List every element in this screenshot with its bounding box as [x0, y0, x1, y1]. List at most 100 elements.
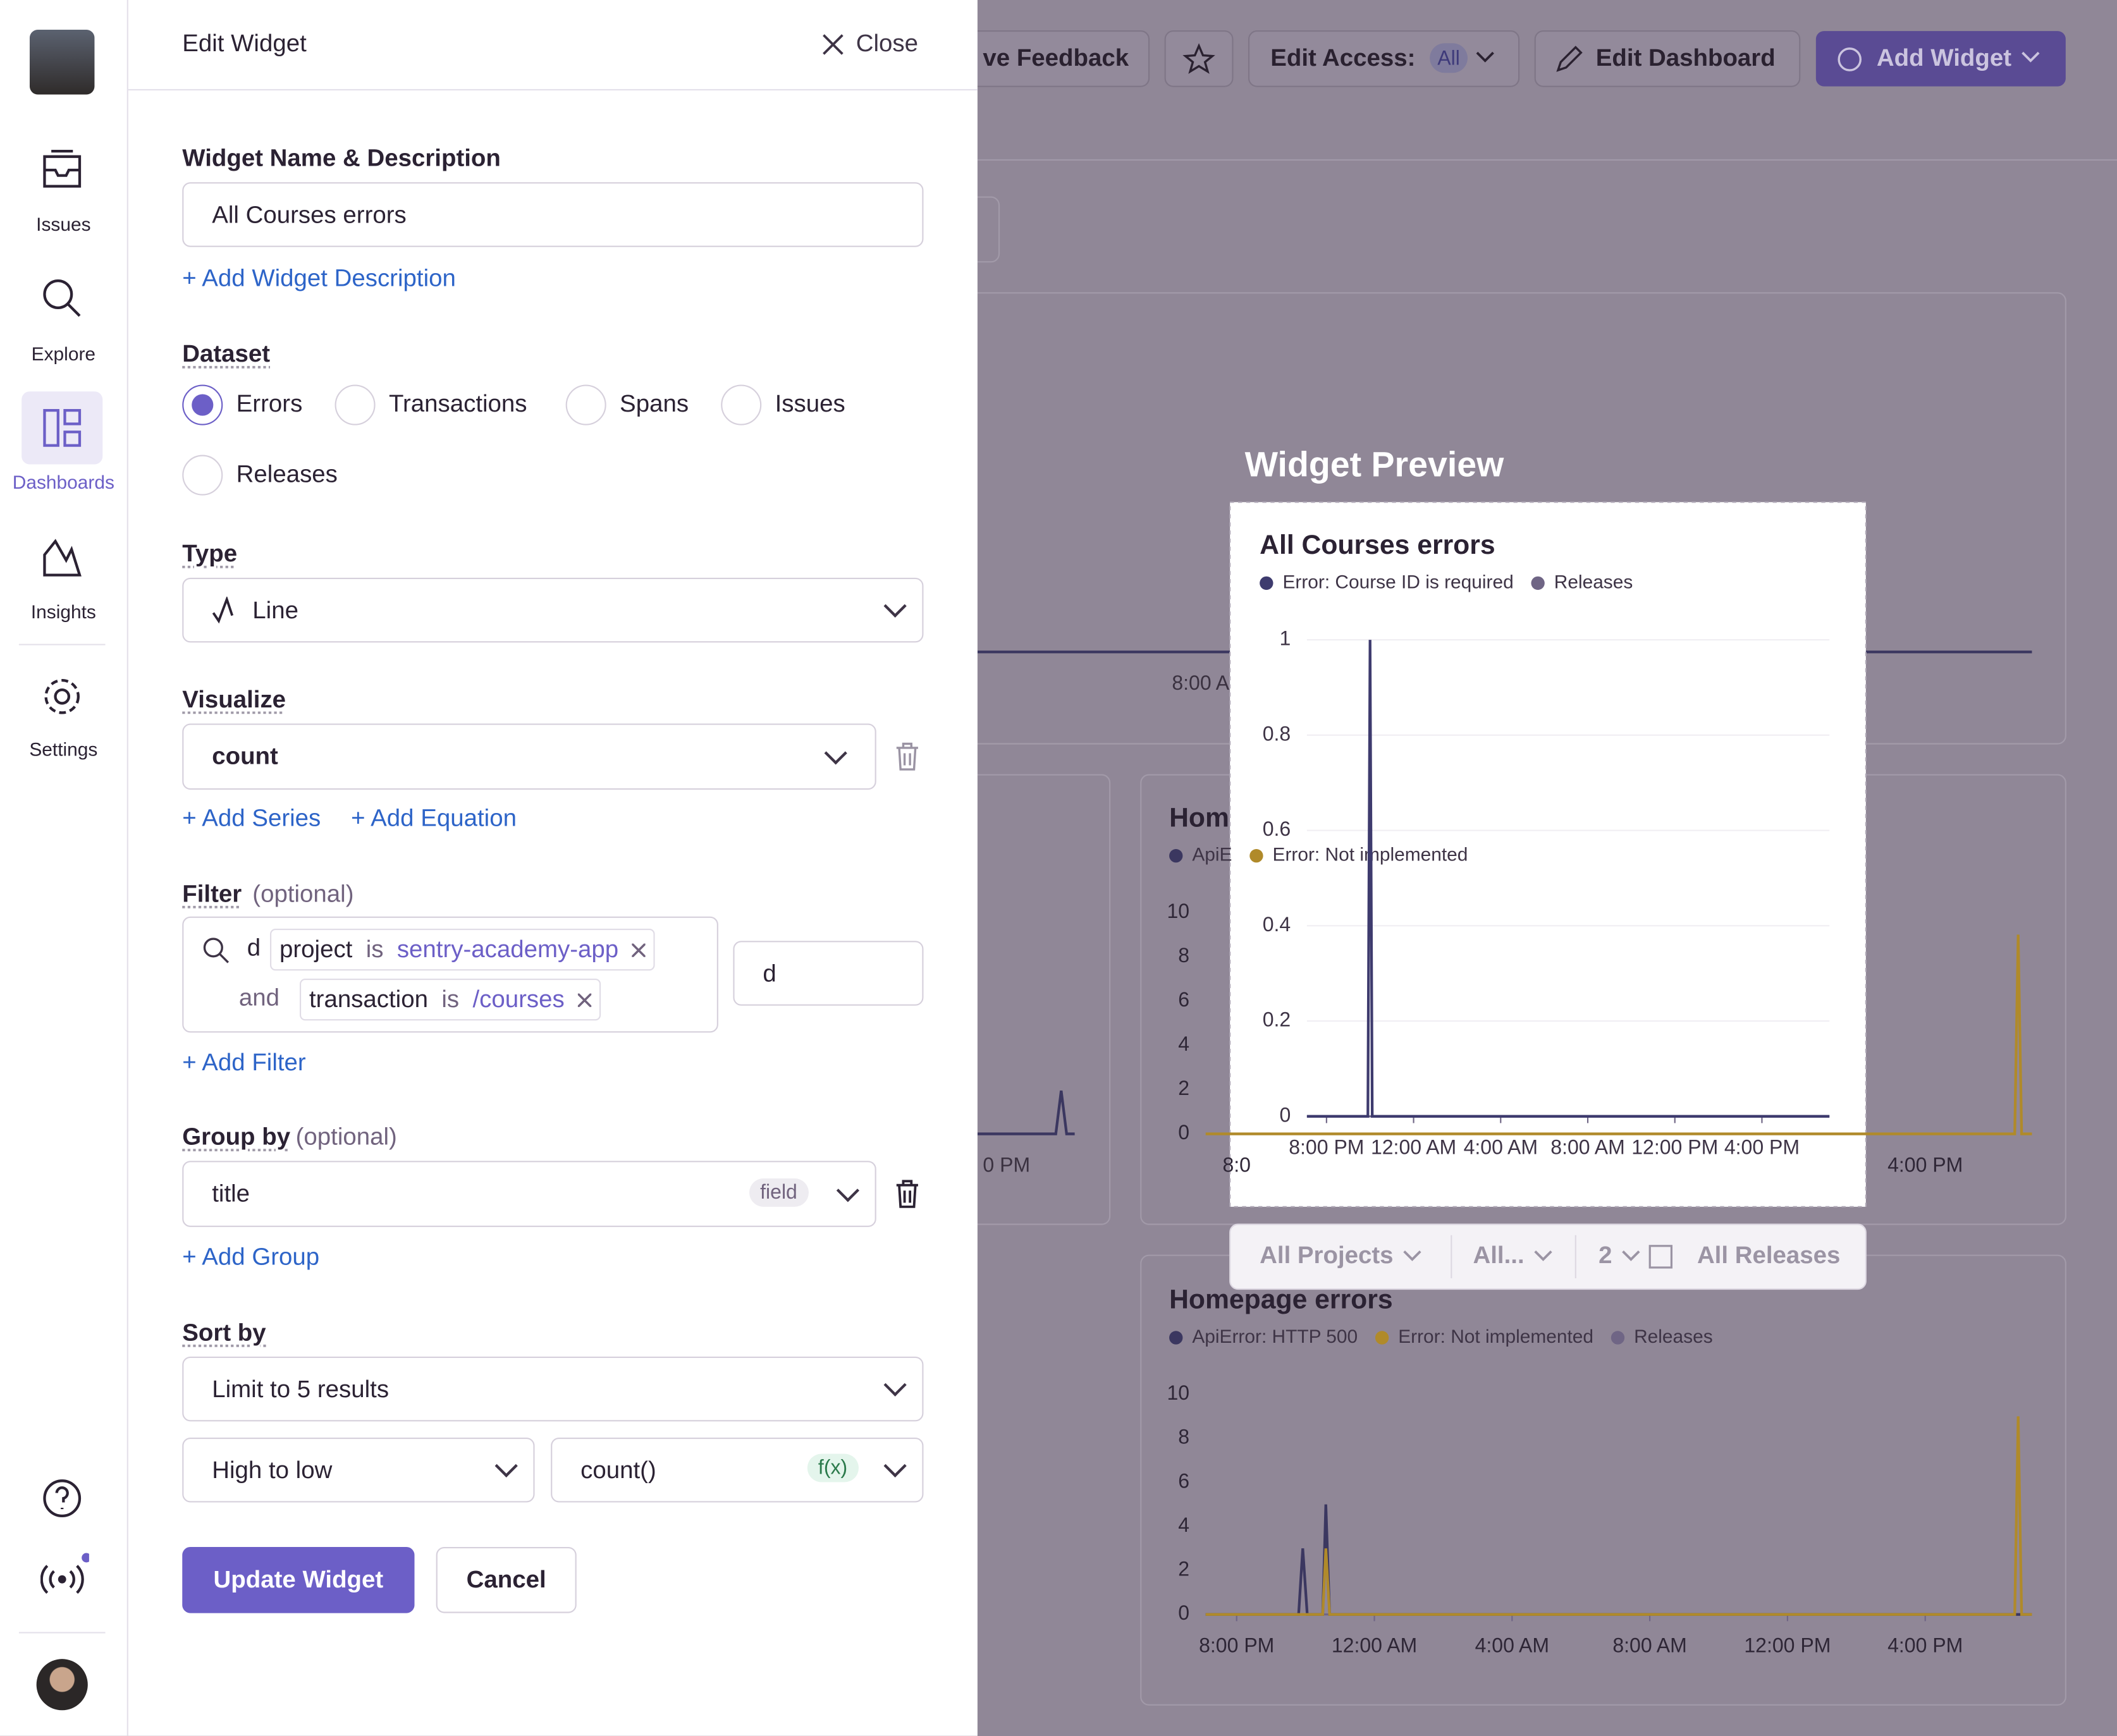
- preview-card: [1229, 501, 1867, 1207]
- chevron: [824, 742, 847, 765]
- token-remove[interactable]: [578, 993, 592, 1006]
- radio[interactable]: [182, 384, 223, 425]
- series-line: [977, 1090, 1075, 1135]
- nav-label[interactable]: Dashboards: [12, 471, 114, 493]
- divider: [18, 644, 106, 645]
- chart-title: All Courses errors: [1260, 530, 1495, 560]
- token-op: is: [365, 935, 384, 963]
- x-tick-label: 0 PM: [983, 1153, 1030, 1176]
- star-button[interactable]: [1164, 30, 1234, 87]
- nav-label[interactable]: Settings: [29, 738, 98, 761]
- select-value: High to low: [212, 1455, 333, 1483]
- chevron: [836, 1179, 860, 1202]
- field-label: Sort by: [182, 1319, 266, 1346]
- field-badge: field: [749, 1178, 808, 1207]
- add-group-link[interactable]: + Add Group: [182, 1243, 320, 1271]
- name-input[interactable]: All Courses errors: [182, 182, 924, 247]
- radio-label[interactable]: Spans: [620, 390, 689, 417]
- radio-label[interactable]: Transactions: [388, 390, 527, 417]
- header-divider: [977, 159, 2117, 161]
- close-icon[interactable]: [821, 32, 845, 56]
- filter-label: All...: [1473, 1242, 1525, 1269]
- add-widget-button[interactable]: [1815, 31, 2066, 87]
- field-label: Widget Name & Description: [182, 144, 501, 172]
- legend-label: Error: Not implemented: [1398, 1326, 1593, 1347]
- y-tick-label: 8: [1178, 944, 1189, 967]
- token-value: sentry-academy-app: [396, 935, 619, 963]
- org-avatar[interactable]: [29, 29, 95, 95]
- field-label: Visualize: [182, 685, 286, 713]
- delete-icon[interactable]: [894, 742, 921, 772]
- legend-dot: [1375, 1331, 1389, 1345]
- y-tick-label: 4: [1178, 1032, 1189, 1055]
- sidebar: Issues Explore Dashboards Insights Setti…: [0, 0, 128, 1736]
- y-tick-label: 0.2: [1263, 1008, 1291, 1031]
- x-tick-label: 4:00 PM: [1887, 1153, 1963, 1176]
- filter-side-input[interactable]: d: [733, 941, 924, 1006]
- group-select[interactable]: title field: [182, 1161, 876, 1227]
- line-chart: All Courses errors Error: Course ID is re…: [1260, 530, 1830, 1159]
- select-value: Line: [252, 596, 298, 623]
- order-select[interactable]: High to low: [182, 1437, 535, 1503]
- calendar-icon: [1648, 1245, 1673, 1269]
- radio-label[interactable]: Issues: [775, 390, 845, 417]
- x-tick-label: 8:00 AM: [1550, 1136, 1624, 1159]
- active-highlight: [21, 391, 103, 465]
- x-tick-label: 4:00 AM: [1475, 1634, 1549, 1656]
- settings-icon: [44, 679, 80, 714]
- badge-label: All: [1437, 46, 1460, 69]
- radio-label[interactable]: Errors: [236, 390, 303, 417]
- help-icon[interactable]: [40, 1477, 83, 1520]
- radio[interactable]: [334, 384, 376, 425]
- y-tick-label: 0.8: [1263, 722, 1291, 745]
- y-tick-label: 10: [1167, 900, 1189, 922]
- line-chart: Homepage errors ApiError: HTTP 500 Error: …: [1167, 1285, 2032, 1656]
- dashboards-icon: [43, 408, 82, 447]
- filter-conjunction: and: [238, 984, 280, 1012]
- add-series-link[interactable]: + Add Series: [182, 804, 321, 832]
- x-tick-label: 12:00 AM: [1371, 1136, 1456, 1159]
- cancel-button[interactable]: Cancel: [436, 1546, 577, 1613]
- sort-field-select[interactable]: count() f(x): [551, 1437, 924, 1503]
- add-equation-link[interactable]: + Add Equation: [351, 804, 517, 832]
- button-label: ve Feedback: [983, 44, 1129, 71]
- radio[interactable]: [182, 455, 223, 496]
- filter-box[interactable]: [182, 916, 718, 1033]
- limit-select[interactable]: Limit to 5 results: [182, 1356, 924, 1422]
- update-button[interactable]: Update Widget: [182, 1546, 415, 1613]
- y-tick-label: 0: [1279, 1103, 1291, 1126]
- y-tick-label: 6: [1178, 1469, 1189, 1492]
- broadcast-icon[interactable]: [40, 1552, 89, 1601]
- close-button[interactable]: Close: [856, 29, 919, 57]
- add-description-link[interactable]: + Add Widget Description: [182, 264, 456, 292]
- radio-label[interactable]: Releases: [236, 460, 338, 487]
- preview-filter-bar: [1229, 1223, 1867, 1290]
- nav-label[interactable]: Issues: [36, 213, 91, 235]
- legend-dot: [1531, 576, 1545, 590]
- radio[interactable]: [565, 384, 606, 425]
- radio[interactable]: [721, 384, 762, 425]
- token-remove[interactable]: [632, 943, 646, 957]
- add-filter-link[interactable]: + Add Filter: [182, 1049, 306, 1076]
- filter-token[interactable]: transaction is/courses: [300, 979, 601, 1021]
- y-tick-label: 2: [1178, 1558, 1189, 1580]
- line-icon: [212, 596, 234, 624]
- visualize-select[interactable]: count: [182, 723, 876, 790]
- filter-token[interactable]: project is sentry-academy-app: [270, 929, 655, 971]
- token-value: /courses: [472, 985, 565, 1013]
- user-avatar[interactable]: [36, 1659, 88, 1711]
- select-value: count(): [580, 1455, 656, 1483]
- nav-label[interactable]: Explore: [31, 343, 96, 365]
- x-tick-label: 8:0: [1222, 1153, 1251, 1176]
- edit-dashboard-button[interactable]: [1534, 30, 1801, 87]
- issues-icon: [43, 150, 82, 188]
- nav-label[interactable]: Insights: [30, 601, 96, 623]
- delete-icon[interactable]: [894, 1180, 921, 1209]
- star-icon: [1182, 43, 1215, 74]
- type-select[interactable]: Line: [182, 577, 924, 643]
- y-tick-label: 0.4: [1263, 913, 1291, 936]
- y-tick-label: 8: [1178, 1426, 1189, 1448]
